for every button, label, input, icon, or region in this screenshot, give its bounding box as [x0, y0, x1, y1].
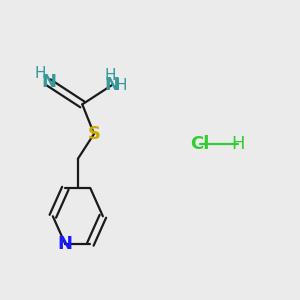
Text: H: H	[116, 78, 127, 93]
Text: Cl: Cl	[190, 135, 210, 153]
Text: H: H	[104, 68, 116, 83]
Text: H: H	[34, 66, 46, 81]
Text: H: H	[232, 135, 245, 153]
Text: N: N	[104, 76, 119, 94]
Text: S: S	[88, 125, 100, 143]
Text: N: N	[58, 235, 73, 253]
Text: N: N	[41, 73, 56, 91]
